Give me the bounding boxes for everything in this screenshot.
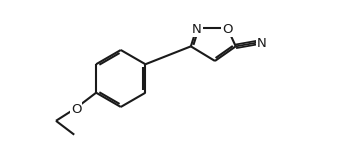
- Text: O: O: [71, 103, 81, 116]
- Text: N: N: [192, 23, 202, 36]
- Text: O: O: [222, 23, 233, 36]
- Text: N: N: [257, 37, 266, 50]
